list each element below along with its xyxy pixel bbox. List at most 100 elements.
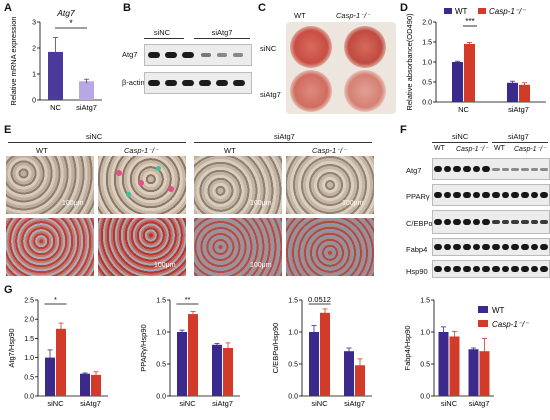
bar: [309, 332, 319, 396]
panel-e-line: [194, 142, 372, 143]
bar: [464, 44, 475, 102]
blot-band: [482, 192, 490, 198]
blot-f-group-siatg7: siAtg7: [508, 132, 529, 141]
x-tick-label: siAtg7: [80, 399, 101, 408]
y-tick-label: 2.0: [422, 20, 432, 27]
chart-title: Atg7: [56, 8, 75, 18]
blot-b-group-sinc: siNC: [153, 28, 171, 37]
blot-band: [511, 266, 519, 272]
bar: [449, 336, 460, 396]
y-axis-label: C/EBPα/Hsp90: [271, 323, 280, 374]
blot-b-line: [194, 38, 250, 39]
blot-band: [463, 244, 471, 250]
blot-f-sub-wt-2: WT: [494, 145, 505, 152]
bar: [56, 328, 66, 396]
blot-band: [511, 192, 519, 198]
blot-f-sub-casp1-2: Casp-1⁻/⁻: [514, 146, 546, 153]
dish-casp1-sinc: [344, 26, 386, 68]
bar: [80, 373, 90, 396]
y-tick-label: 0.5: [420, 362, 430, 369]
sig-label: *: [69, 18, 73, 28]
scale-label: 100μm: [154, 262, 176, 269]
micrograph-oro-casp1-sinc: 100μm: [98, 218, 186, 276]
panel-c-col-wt: WT: [294, 11, 306, 20]
blot-band: [511, 220, 519, 224]
x-tick-label: siNC: [47, 399, 64, 408]
chart-d: 0.0 0.5 1.0 1.5 2.0 NC siAtg7 Relative absorban…: [405, 7, 546, 114]
blot-band: [472, 244, 481, 250]
x-tick-label: NC: [50, 103, 61, 112]
y-tick-label: 1.0: [288, 330, 298, 337]
blot-f-strip-cebpa: [432, 210, 550, 234]
micrograph-wt-siatg7: 100μm: [194, 156, 282, 214]
blot-band: [501, 244, 510, 250]
bar: [48, 51, 63, 100]
blot-band: [530, 192, 539, 198]
blot-band: [521, 220, 529, 224]
bar: [223, 348, 233, 396]
blot-b-strip-atg7: [144, 44, 252, 66]
y-tick-label: 2.5: [24, 298, 34, 305]
bar: [45, 357, 55, 396]
blot-band: [530, 244, 539, 250]
blot-f-line: [432, 142, 488, 143]
panel-e-line: [8, 142, 186, 143]
x-tick-label: siAtg7: [76, 103, 97, 112]
blot-band: [501, 220, 510, 224]
blot-band: [443, 244, 452, 250]
y-tick-label: 2: [32, 46, 36, 53]
y-tick-label: 3: [32, 20, 36, 27]
blot-band: [501, 167, 510, 171]
y-tick-label: 1.5: [420, 298, 430, 305]
blot-band: [501, 192, 510, 198]
y-tick-label: 0: [32, 98, 36, 105]
x-tick-label: NC: [458, 105, 469, 114]
blot-band: [492, 220, 500, 224]
legend-swatch-ko: [478, 320, 488, 327]
chart-g: 0.0 0.5 1.0 1.5 2.0 2.5 siNC siAtg7 Atg7/Hsp90 * 0…: [7, 295, 529, 408]
y-tick-label: 1.0: [24, 355, 34, 362]
blot-band: [472, 192, 481, 198]
blot-band: [492, 192, 500, 198]
blot-f-strip-pparg: [432, 184, 550, 206]
sig-label: *: [54, 295, 57, 304]
y-tick-label: 1: [32, 72, 36, 79]
blot-f-group-sinc: siNC: [452, 132, 469, 141]
y-tick-label: 1.5: [288, 298, 298, 305]
y-tick-label: 1.5: [24, 336, 34, 343]
sig-label: **: [185, 295, 191, 304]
y-tick-label: 1.0: [420, 330, 430, 337]
blot-band: [453, 219, 461, 225]
panel-c-row-siatg7: siAtg7: [260, 90, 281, 99]
blot-f-strip-atg7: [432, 158, 550, 180]
blot-band: [521, 192, 529, 198]
panel-e-group-siatg7: siAtg7: [274, 132, 295, 141]
blot-band: [482, 244, 490, 250]
legend-swatch-ko: [478, 8, 486, 14]
blot-band: [463, 219, 471, 225]
x-tick-label: siAtg7: [469, 399, 490, 408]
x-tick-label: siNC: [441, 399, 458, 408]
y-tick-label: 1.5: [422, 40, 432, 47]
chart-a: Atg7 0 1 2 3 NC siAtg7 Relative mRNA expression…: [9, 8, 102, 112]
panel-c-col-casp1: Casp-1⁻/⁻: [336, 11, 371, 20]
bar: [344, 351, 354, 396]
legend-label-wt: WT: [492, 306, 505, 315]
scale-label: 100μm: [250, 262, 272, 269]
y-tick-label: 0.5: [422, 80, 432, 87]
bar: [320, 312, 330, 396]
sig-label: 0.0512: [308, 295, 331, 304]
y-tick-label: 0.5: [156, 362, 166, 369]
dish-wt-sinc: [290, 26, 332, 68]
bar: [452, 62, 463, 102]
panel-letter-a: A: [4, 2, 12, 14]
dish-wt-siatg7: [290, 70, 332, 112]
blot-f-sub-casp1-1: Casp-1⁻/⁻: [456, 146, 488, 153]
panel-e-col-wt-2: WT: [224, 146, 236, 155]
bar: [177, 332, 187, 396]
y-tick-label: 0.0: [288, 394, 298, 401]
bar: [507, 82, 518, 102]
panel-letter-e: E: [4, 124, 12, 136]
legend-label-wt: WT: [455, 7, 468, 16]
blot-band: [492, 244, 500, 250]
